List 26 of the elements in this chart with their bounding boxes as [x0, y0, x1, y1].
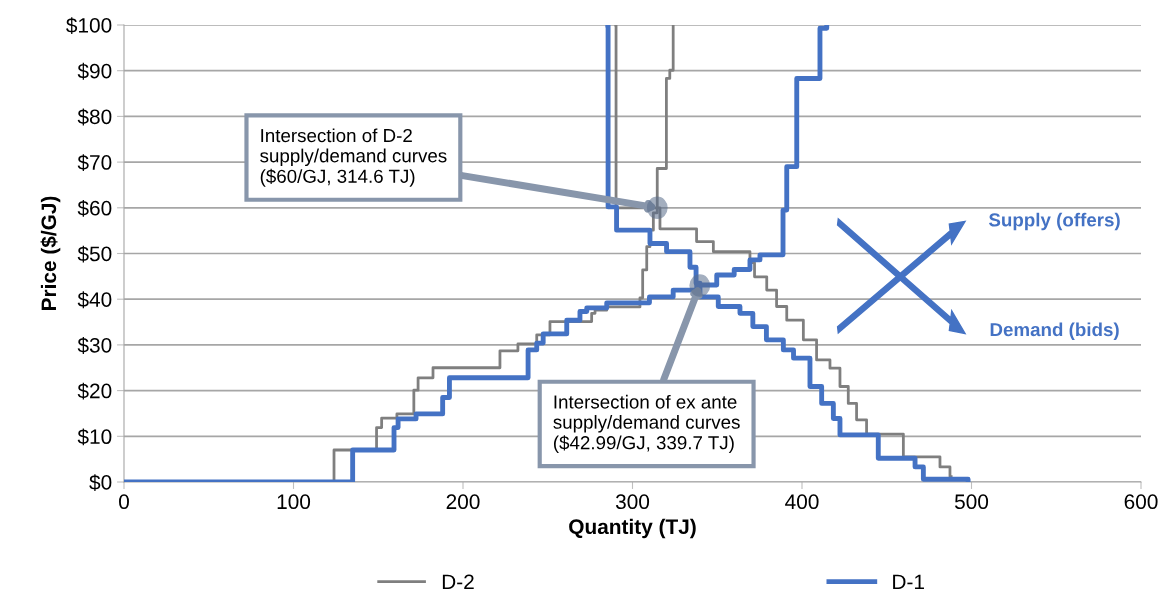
y-tick-label: $80	[77, 108, 112, 126]
y-tick-label: $70	[77, 154, 112, 172]
x-tick-label: 0	[119, 494, 129, 510]
y-tick-label: $90	[77, 62, 112, 80]
annotation: Supply (offers)	[988, 212, 1120, 231]
y-tick-label: $10	[77, 428, 112, 446]
y-tick-label: $40	[77, 291, 112, 309]
x-tick-label: 100	[277, 494, 311, 510]
x-axis-title: Quantity (TJ)	[569, 518, 696, 539]
y-tick-label: $100	[66, 17, 112, 34]
y-axis-title: Price ($/GJ)	[40, 196, 61, 310]
y-tick-label: $30	[77, 337, 112, 354]
y-tick-label: $50	[77, 245, 112, 263]
x-tick-label: 400	[785, 494, 819, 510]
legend-label: D-2	[442, 574, 474, 589]
annotation: Intersection of D-2 supply/demand curves ($60/GJ, 314.6 TJ)	[260, 128, 447, 187]
annotation: Intersection of ex ante supply/demand curves ($42.99/GJ, 339.7 TJ)	[553, 394, 740, 454]
x-tick-label: 600	[1124, 494, 1158, 510]
legend-label: D-1	[893, 574, 924, 589]
y-tick-label: $20	[77, 382, 112, 400]
y-tick-label: $0	[89, 474, 112, 491]
y-tick-label: $60	[77, 199, 112, 217]
x-tick-label: 300	[615, 494, 650, 510]
annotation: Demand (bids)	[990, 322, 1119, 340]
x-tick-label: 500	[954, 494, 989, 510]
x-tick-label: 200	[446, 494, 480, 510]
